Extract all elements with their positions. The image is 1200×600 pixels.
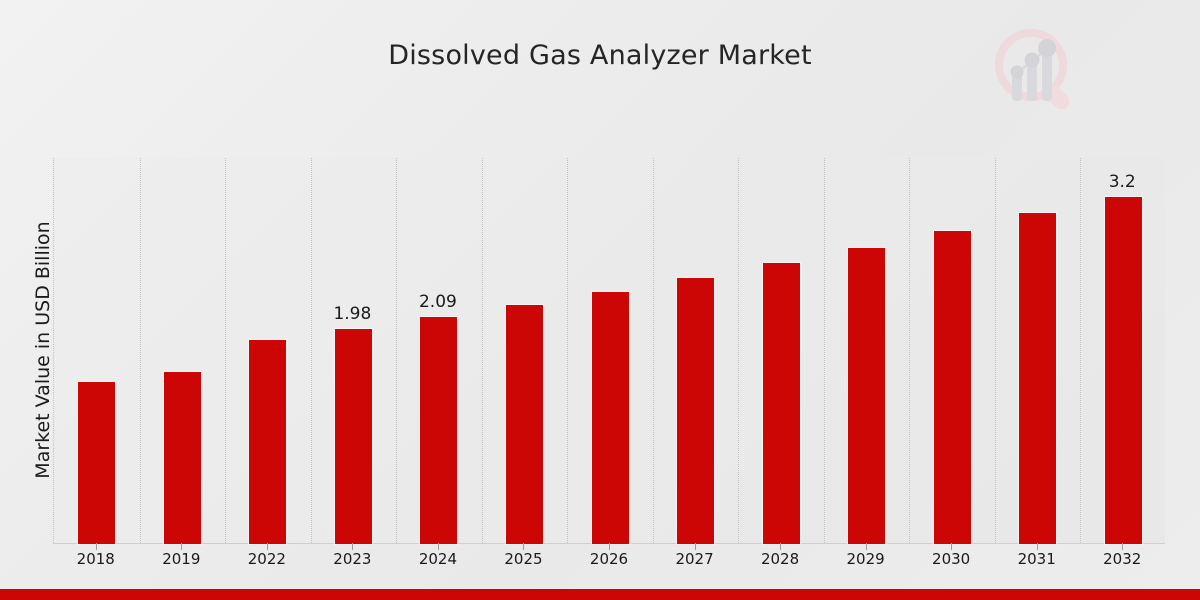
gridline: [225, 158, 227, 543]
x-axis-tick: [523, 543, 525, 550]
magnifying-glass-bar-chart-logo-icon: [986, 20, 1084, 118]
x-axis-tick: [780, 543, 782, 550]
x-axis-tick: [609, 543, 610, 550]
gridline: [909, 158, 911, 543]
gridline: [481, 158, 483, 543]
x-axis-tick: [1036, 543, 1038, 550]
bar-value-label-2032: 3.2: [1108, 171, 1136, 192]
gridline: [1080, 158, 1082, 543]
x-axis-tick: [1122, 543, 1124, 550]
bar-value-label-2023: 1.98: [333, 304, 372, 325]
x-axis-tick: [181, 543, 183, 550]
bar-2018: [77, 381, 117, 545]
x-axis-label-2023: 2023: [333, 550, 372, 568]
gridline: [139, 158, 141, 543]
x-axis-tick: [95, 543, 97, 550]
x-axis-label-2032: 2032: [1103, 550, 1142, 568]
gridline: [652, 158, 654, 543]
gridline: [567, 158, 569, 543]
bar-2030: [932, 229, 972, 545]
x-axis-label-2031: 2031: [1017, 550, 1056, 568]
bar-2019: [162, 370, 202, 545]
bar-2023: [333, 328, 373, 545]
x-axis-tick: [352, 543, 354, 550]
x-axis-tick: [437, 543, 439, 550]
x-axis-label-2019: 2019: [162, 550, 201, 568]
bar-2029: [847, 246, 887, 545]
bar-value-label-2024: 2.09: [418, 292, 457, 313]
x-axis-label-2018: 2018: [76, 550, 115, 568]
x-axis-label-2027: 2027: [675, 550, 714, 568]
bar-2022: [248, 339, 288, 545]
bar-2025: [504, 304, 544, 545]
x-axis-tick: [865, 543, 867, 550]
chart-title: Dissolved Gas Analyzer Market: [388, 40, 812, 71]
gridline: [994, 158, 996, 543]
bar-2032: [1103, 195, 1143, 545]
bar-2031: [1018, 212, 1058, 545]
x-axis-tick: [266, 543, 268, 550]
x-axis-label-2028: 2028: [760, 550, 800, 568]
bar-2024: [419, 316, 459, 545]
x-axis-label-2030: 2030: [932, 550, 971, 568]
x-axis-tick: [694, 543, 696, 550]
x-axis-label-2025: 2025: [504, 550, 543, 568]
x-axis-tick: [951, 543, 953, 550]
gridline: [396, 158, 398, 543]
gridline: [823, 158, 825, 543]
bar-2028: [761, 262, 801, 545]
x-axis-label-2026: 2026: [589, 550, 629, 568]
x-axis-label-2029: 2029: [846, 550, 885, 568]
x-axis-label-2024: 2024: [418, 550, 458, 568]
y-axis-title: Market Value in USD Billion: [32, 221, 54, 479]
bar-2026: [590, 291, 630, 545]
gridline: [738, 158, 740, 543]
gridline: [310, 158, 312, 543]
footer-band: [0, 589, 1200, 600]
x-axis-label-2022: 2022: [247, 550, 286, 568]
bar-2027: [676, 277, 716, 545]
